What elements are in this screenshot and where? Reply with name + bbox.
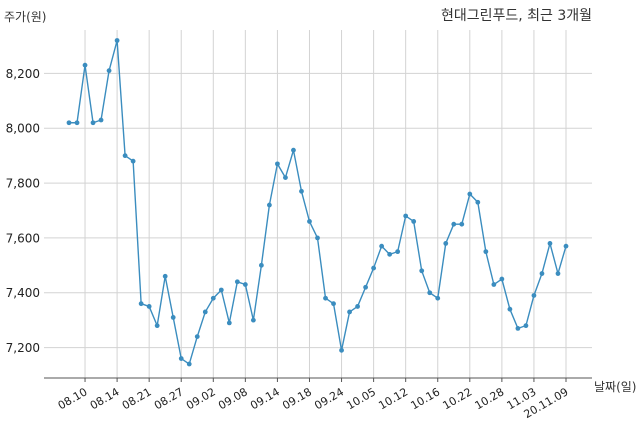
data-point: [387, 251, 393, 257]
data-point: [411, 219, 417, 224]
axes: [44, 377, 592, 382]
data-point: [114, 38, 120, 43]
data-point: [427, 290, 433, 296]
data-point: [275, 161, 280, 167]
x-tick-label: 09.08: [216, 385, 250, 412]
data-point: [138, 301, 144, 307]
x-tick-label: 09.18: [280, 385, 314, 412]
data-point: [539, 271, 545, 276]
data-point: [299, 188, 304, 194]
series-price: [66, 38, 569, 367]
data-point: [555, 271, 561, 276]
data-point: [66, 120, 72, 126]
data-point: [563, 243, 569, 249]
y-tick-label: 8,200: [6, 67, 40, 81]
data-point: [443, 240, 449, 246]
data-point: [523, 323, 529, 329]
data-point: [419, 268, 425, 274]
data-point: [106, 68, 112, 74]
data-point: [395, 249, 401, 255]
data-point: [186, 361, 192, 367]
data-point: [170, 315, 176, 320]
y-tick-label: 7,600: [6, 231, 40, 245]
x-tick-labels: 08.1008.1408.2108.2709.0209.0809.1409.18…: [56, 385, 571, 421]
data-point: [98, 117, 104, 123]
data-point: [339, 347, 344, 353]
data-point: [451, 221, 457, 227]
data-point: [331, 301, 336, 307]
data-point: [459, 221, 465, 227]
x-tick-label: 10.28: [473, 385, 507, 412]
data-point: [355, 304, 360, 309]
data-point: [531, 293, 537, 298]
data-point: [162, 273, 168, 279]
data-point: [146, 304, 152, 309]
x-tick-label: 08.10: [56, 385, 90, 412]
data-point: [242, 282, 248, 287]
data-point: [283, 175, 288, 180]
data-point: [467, 191, 473, 197]
data-point: [291, 147, 296, 153]
data-point: [403, 213, 409, 219]
data-point: [547, 240, 553, 246]
series-line: [69, 39, 567, 365]
data-point: [250, 317, 256, 323]
data-point: [475, 199, 481, 205]
data-point: [307, 219, 312, 224]
data-point: [323, 295, 328, 301]
data-point: [74, 120, 80, 126]
chart-title: 현대그린푸드, 최근 3개월: [441, 8, 592, 24]
data-point: [507, 306, 513, 312]
data-point: [178, 356, 184, 361]
x-tick-label: 10.05: [344, 385, 378, 412]
y-tick-labels: 7,200 7,400 7,600 7,800 8,000 8,200: [6, 67, 40, 355]
data-point: [483, 249, 489, 255]
data-point: [363, 284, 368, 290]
data-point: [491, 282, 497, 287]
x-tick-label: 08.27: [152, 385, 186, 412]
data-point: [194, 334, 200, 340]
data-point: [210, 295, 216, 301]
data-point: [435, 295, 441, 301]
data-point: [154, 323, 160, 329]
data-point: [371, 265, 377, 271]
data-point: [267, 202, 272, 208]
y-tick-label: 7,200: [6, 341, 40, 355]
y-tick-label: 8,000: [6, 122, 40, 136]
data-point: [515, 325, 521, 331]
x-tick-label: 09.24: [312, 385, 346, 412]
y-tick-label: 7,800: [6, 177, 40, 191]
y-tick-label: 7,400: [6, 286, 40, 300]
data-point: [202, 309, 208, 315]
grid-lines: [44, 30, 592, 378]
data-point: [347, 309, 352, 315]
data-point: [122, 153, 128, 159]
data-point: [218, 287, 224, 293]
data-point: [90, 120, 96, 126]
x-tick-label: 09.14: [248, 385, 282, 412]
data-point: [258, 262, 264, 268]
y-axis-label: 주가(원): [4, 10, 46, 24]
x-axis-label: 날짜(일): [594, 380, 636, 394]
data-point: [379, 243, 385, 249]
data-point: [226, 320, 232, 326]
data-point: [234, 279, 240, 285]
data-point: [130, 158, 136, 164]
x-tick-label: 10.22: [441, 385, 475, 412]
data-point: [315, 235, 320, 241]
x-tick-label: 10.16: [408, 385, 442, 412]
x-tick-label: 10.12: [376, 385, 410, 412]
data-point: [82, 62, 88, 68]
data-point: [499, 276, 505, 282]
x-tick-label: 08.21: [120, 385, 154, 412]
x-tick-label: 09.02: [184, 385, 218, 412]
x-tick-label: 08.14: [88, 385, 122, 412]
